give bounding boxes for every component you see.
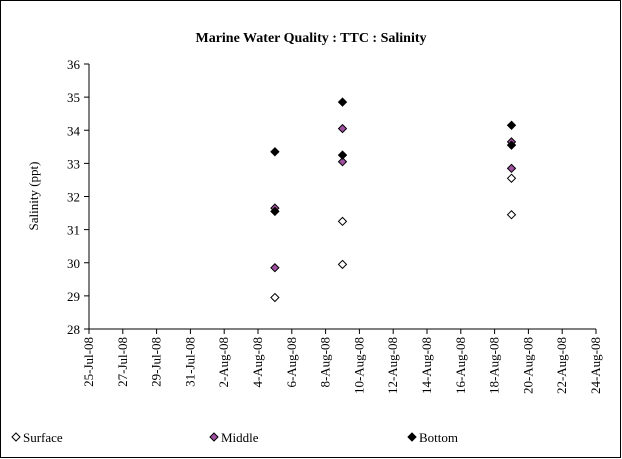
legend-label: Surface <box>23 430 63 445</box>
point <box>270 206 280 217</box>
x-tick-label: 12-Aug-08 <box>385 337 400 394</box>
x-tick-label: 25-Jul-08 <box>81 337 96 387</box>
point <box>506 210 517 220</box>
x-tick-label: 6-Aug-08 <box>284 337 299 388</box>
legend-marker <box>11 432 21 442</box>
y-tick-label: 29 <box>67 289 80 304</box>
x-tick-label: 31-Jul-08 <box>182 337 197 387</box>
x-tick-label: 8-Aug-08 <box>318 337 333 388</box>
y-tick-label: 33 <box>67 156 80 171</box>
x-tick-label: 10-Aug-08 <box>351 337 366 394</box>
y-axis-label: Salinity (ppt) <box>26 162 41 231</box>
point <box>270 147 280 157</box>
y-tick-label: 28 <box>67 322 80 337</box>
point <box>506 163 517 174</box>
y-tick-label: 34 <box>67 123 81 138</box>
point <box>337 216 348 227</box>
point <box>337 97 348 107</box>
chart-title: Marine Water Quality : TTC : Salinity <box>195 31 426 46</box>
point <box>337 259 348 270</box>
y-tick-label: 31 <box>67 223 80 238</box>
x-tick-label: 14-Aug-08 <box>419 337 434 394</box>
point <box>506 120 517 130</box>
x-tick-label: 24-Aug-08 <box>588 337 603 394</box>
legend-marker <box>407 432 417 442</box>
legend-label: Bottom <box>419 430 458 445</box>
x-tick-label: 29-Jul-08 <box>149 337 164 387</box>
point <box>506 173 517 183</box>
legend-label: Middle <box>221 430 259 445</box>
point <box>506 140 517 150</box>
y-tick-label: 32 <box>67 190 80 205</box>
x-tick-label: 16-Aug-08 <box>453 337 468 394</box>
point <box>337 157 348 167</box>
x-tick-label: 27-Jul-08 <box>115 337 130 387</box>
legend-marker <box>209 432 219 442</box>
x-tick-label: 4-Aug-08 <box>250 337 265 388</box>
x-tick-label: 22-Aug-08 <box>554 337 569 394</box>
point <box>337 150 348 160</box>
x-tick-label: 20-Aug-08 <box>520 337 535 394</box>
point <box>337 123 348 134</box>
x-tick-label: 2-Aug-08 <box>216 337 231 388</box>
y-tick-label: 35 <box>67 90 80 105</box>
y-tick-label: 36 <box>67 57 81 72</box>
point <box>270 292 280 303</box>
y-tick-label: 30 <box>67 256 80 271</box>
point <box>270 263 280 273</box>
x-tick-label: 18-Aug-08 <box>487 337 502 394</box>
